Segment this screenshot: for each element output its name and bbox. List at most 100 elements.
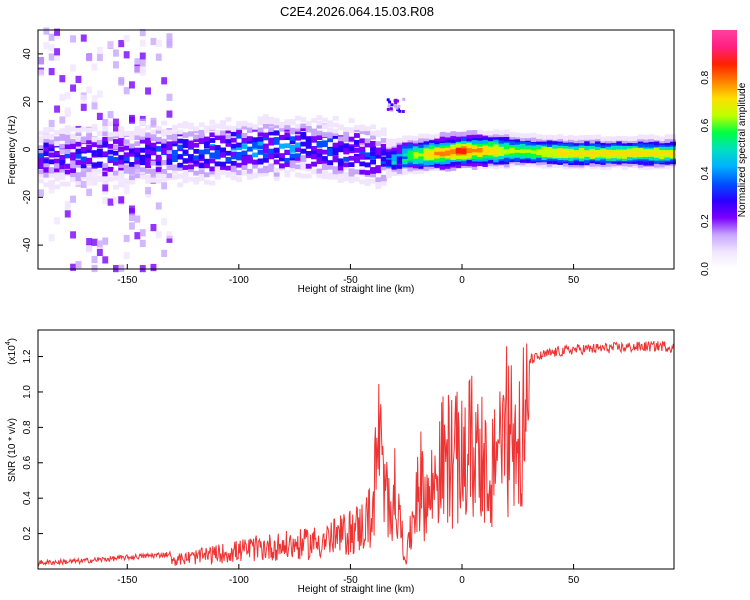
heatmap-cell [418,161,425,167]
heatmap-cell [230,143,237,149]
heatmap-cell [595,155,601,161]
heatmap-cell [396,155,403,160]
heatmap-cell [429,164,435,170]
heatmap-cell [96,140,103,145]
heatmap-cell [75,261,82,269]
heatmap-cell [198,173,205,179]
heatmap-cell [402,162,409,168]
snr-scale-base: (x10 [7,345,18,365]
heatmap-cell [530,132,537,138]
heatmap-cell [536,142,542,148]
heatmap-cell [166,231,173,239]
heatmap-cell [370,146,376,152]
heatmap-cell [541,135,548,140]
heatmap-cell [375,177,382,183]
heatmap-cell [246,175,253,180]
y-tick-label: 0.4 [22,491,33,505]
y-tick-label: 20 [22,96,33,108]
heatmap-cell [177,166,184,171]
heatmap-cell [364,170,371,175]
heatmap-cell [54,136,60,142]
heatmap-cell [450,160,457,166]
heatmap-cell [509,134,516,140]
heatmap-cell [123,87,130,95]
heatmap-cell [498,138,505,144]
heatmap-cell [257,131,264,137]
heatmap-cell [59,164,66,170]
heatmap-cell [568,141,575,147]
heatmap-cell [91,63,98,71]
heatmap-cell [300,141,307,147]
heatmap-cell [423,166,430,171]
heatmap-cell [316,130,323,136]
heatmap-cell [48,146,55,152]
heatmap-cell [466,130,473,136]
heatmap-cell [64,164,71,169]
heatmap-cell [129,179,135,185]
heatmap-cell [91,150,98,155]
heatmap-cell [134,130,141,136]
heatmap-cell [75,148,82,154]
heatmap-cell [107,158,114,163]
heatmap-cell [386,147,392,152]
heatmap-cell [504,129,510,135]
heatmap-cell [439,146,446,152]
heatmap-cell [498,154,505,160]
heatmap-cell [166,141,173,147]
heatmap-cell [332,166,339,172]
heatmap-cell [86,172,93,178]
heatmap-cell [359,146,366,152]
heatmap-cell [434,157,441,163]
heatmap-cell [391,159,398,165]
heatmap-cell [295,156,301,161]
heatmap-cell [273,123,280,129]
heatmap-cell [161,120,168,126]
heatmap-cell [546,159,553,164]
heatmap-cell [193,177,200,182]
heatmap-cell [107,171,114,177]
heatmap-cell [423,155,430,161]
heatmap-cell [632,151,639,157]
heatmap-cell [129,170,135,175]
heatmap-cell [80,159,87,165]
heatmap-cell [262,171,269,177]
heatmap-cell [493,144,500,149]
heatmap-cell [241,137,248,143]
heatmap-cell [134,164,141,169]
heatmap-cell [520,158,526,163]
heatmap-cell [59,147,66,155]
heatmap-cell [230,164,237,169]
heatmap-cell [155,146,162,152]
heatmap-cell [380,174,387,180]
y-tick-label: 1.2 [22,349,33,363]
snr-y-label: SNR (10 * v/v) [7,418,18,482]
heatmap-cell [595,145,601,150]
heatmap-cell [257,136,264,142]
heatmap-cell [284,149,291,155]
heatmap-cell [139,154,146,160]
heatmap-cell [279,135,285,141]
heatmap-cell [139,68,146,76]
heatmap-cell [327,174,334,180]
heatmap-cell [59,167,66,173]
heatmap-cell [139,128,146,134]
heatmap-cell [118,165,125,171]
heatmap-cell [332,142,339,148]
heatmap-cell [300,155,307,160]
heatmap-cell [584,145,591,151]
heatmap-cell [161,131,168,137]
heatmap-cell [113,131,119,137]
heatmap-cell [509,151,516,156]
heatmap-cell [134,66,141,74]
heatmap-cell [75,75,82,83]
heatmap-cell [439,156,446,162]
heatmap-cell [177,129,184,135]
heatmap-cell [166,134,173,140]
heatmap-cell [166,39,173,47]
heatmap-cell [123,180,130,188]
heatmap-cell [123,251,130,260]
heatmap-cell [257,127,264,133]
heatmap-cell [423,160,430,166]
heatmap-cell [493,157,500,163]
heatmap-cell [332,115,339,121]
